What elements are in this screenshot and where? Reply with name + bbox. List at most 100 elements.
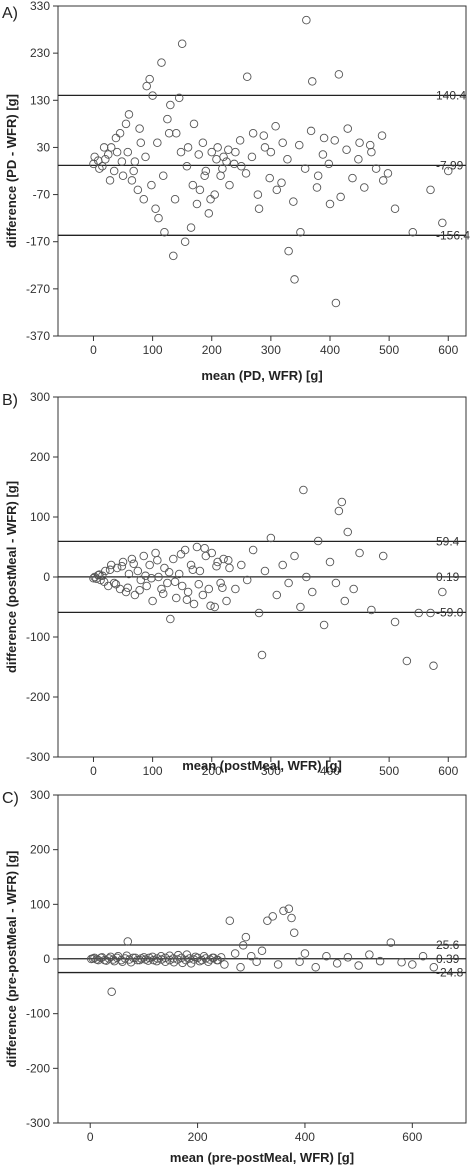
y-tick-label: 100 (30, 510, 50, 524)
data-point (343, 124, 352, 133)
data-point (204, 584, 214, 594)
data-point (120, 954, 130, 963)
data-point (207, 147, 216, 157)
data-point (337, 497, 347, 507)
data-point (334, 506, 344, 516)
data-point (142, 581, 151, 591)
y-tick-label: 330 (30, 0, 50, 13)
data-point (378, 551, 388, 561)
plot-area-frame (57, 5, 467, 337)
data-point (117, 157, 127, 166)
data-point (271, 121, 280, 131)
data-point (194, 579, 203, 589)
x-tick-label: 600 (402, 1130, 422, 1144)
data-point (130, 157, 140, 166)
data-point (205, 955, 215, 964)
data-point (241, 169, 251, 178)
data-point (402, 656, 412, 666)
y-tick-label: -100 (26, 1007, 50, 1021)
x-tick-label: 500 (379, 343, 399, 357)
reference-line-label: 0.19 (436, 570, 460, 584)
data-point (172, 129, 181, 138)
data-point (159, 171, 168, 180)
y-tick-label: 300 (30, 390, 50, 404)
data-point (104, 954, 114, 963)
data-point (237, 560, 246, 570)
y-tick-label: -70 (33, 188, 51, 202)
y-tick-label: -170 (26, 235, 50, 249)
data-point (408, 960, 417, 969)
y-tick-label: 30 (37, 140, 51, 154)
data-point (295, 957, 304, 966)
data-point (236, 962, 245, 972)
y-tick-label: -300 (26, 1116, 50, 1130)
data-point (225, 563, 234, 573)
reference-line-label: 25.6 (436, 938, 460, 952)
data-point (331, 298, 341, 308)
data-point (163, 578, 172, 588)
data-point (127, 176, 137, 185)
data-point (212, 561, 221, 571)
data-point (266, 147, 276, 157)
x-tick-label: 600 (438, 764, 458, 778)
data-point (160, 563, 169, 573)
x-axis-title: mean (pre-postMeal, WFR) [g] (170, 1150, 354, 1165)
data-point (254, 608, 264, 618)
data-point (241, 932, 251, 942)
data-point (130, 590, 140, 600)
data-point (302, 572, 311, 582)
data-point (192, 542, 202, 552)
data-point (343, 527, 352, 537)
data-point (112, 953, 122, 963)
data-point (426, 608, 435, 618)
data-point (355, 548, 364, 558)
data-point (145, 74, 154, 84)
y-tick-label: 100 (30, 897, 50, 911)
data-point (180, 237, 190, 246)
data-point (279, 906, 288, 916)
data-point (319, 133, 329, 143)
data-point (177, 953, 186, 963)
data-point (105, 176, 115, 185)
data-point (334, 70, 344, 79)
data-point (183, 587, 193, 597)
data-point (237, 162, 246, 171)
data-point (386, 938, 396, 947)
data-point (429, 962, 439, 972)
data-point (259, 131, 269, 140)
data-point (312, 183, 322, 192)
y-tick-label: 300 (30, 788, 50, 802)
data-point (426, 185, 435, 195)
data-point (188, 565, 198, 575)
data-point (109, 578, 119, 588)
data-point (189, 119, 199, 129)
data-point (209, 953, 218, 963)
data-point (129, 559, 138, 569)
data-point (324, 159, 334, 169)
data-point (213, 955, 223, 965)
x-tick-label: 400 (320, 764, 340, 778)
data-point (253, 190, 263, 199)
data-point (161, 953, 170, 963)
data-point (135, 585, 144, 595)
data-point (331, 578, 341, 588)
data-point (278, 138, 287, 147)
data-point (159, 589, 168, 599)
data-point (160, 228, 169, 237)
data-point (343, 953, 353, 962)
data-point (109, 955, 118, 964)
data-point (165, 955, 174, 965)
data-point (390, 617, 400, 627)
data-point (218, 583, 227, 593)
data-point (220, 960, 229, 969)
data-point (151, 204, 160, 213)
data-point (153, 555, 162, 565)
reference-line-label: -24.8 (436, 966, 464, 980)
data-point (197, 955, 207, 965)
data-point (242, 575, 252, 585)
data-point (306, 126, 316, 136)
data-point (229, 159, 239, 169)
data-point (342, 145, 351, 155)
y-tick-label: -370 (26, 329, 50, 343)
